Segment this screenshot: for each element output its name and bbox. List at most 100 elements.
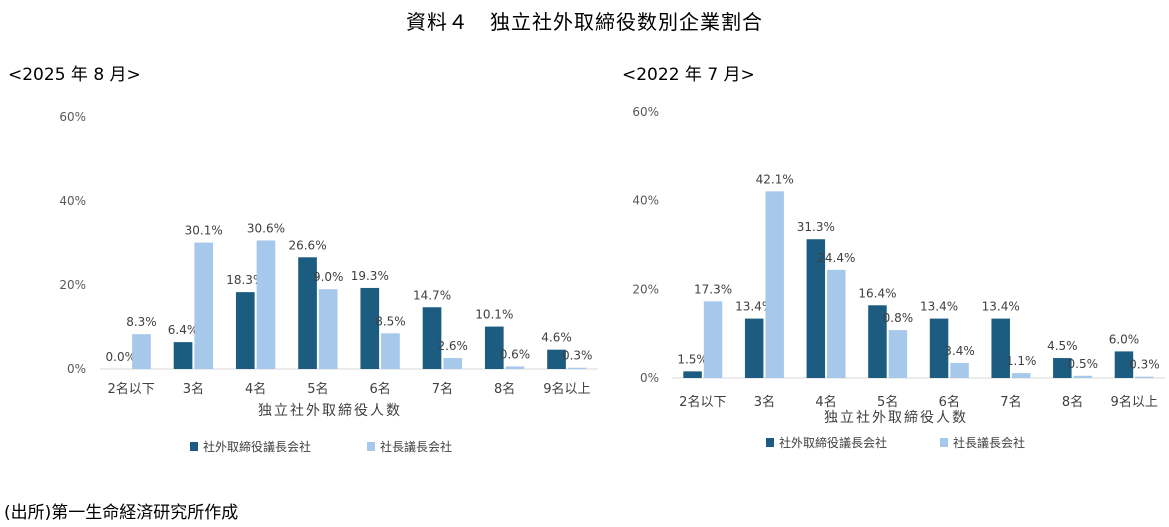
c2025-ytick-label: 60% [59,110,86,124]
c2022-data-label: 6.0% [1109,332,1140,346]
c2025-data-label: 2.6% [437,339,468,353]
c2025-ytick-label: 0% [67,362,86,376]
c2022-category-label: 8名 [1062,394,1083,410]
c2025-category-label: 9名以上 [543,381,590,397]
c2022-category-label: 4名 [815,394,836,410]
c2022-category-label: 6名 [939,394,960,410]
c2022-data-label: 1.5% [677,352,708,366]
c2022-legend-label: 社外取締役議長会社 [779,435,887,450]
c2022-ytick-label: 40% [632,194,659,208]
c2025-bar-president-chair [443,358,463,369]
c2025-category-label: 2名以下 [107,381,154,397]
c2022-data-label: 0.5% [1068,357,1099,371]
c2022-legend-label: 社長議長会社 [953,435,1025,450]
c2025-data-label: 18.3% [226,273,264,287]
c2025-data-label: 8.3% [126,315,157,329]
c2025-legend-label: 社長議長会社 [380,439,452,454]
c2022-bar-president-chair [827,269,846,378]
c2025-data-label: 9.0% [313,270,344,284]
c2022-bar-outside-chair [929,318,949,378]
c2025-legend-label: 社外取締役議長会社 [203,439,311,454]
c2022-ytick-label: 60% [632,105,659,119]
c2025-data-label: 14.7% [413,288,451,302]
c2025-data-label: 26.6% [288,238,326,252]
c2025-bar-outside-chair [422,307,442,369]
c2025-bar-outside-chair [360,287,380,369]
c2025-bar-president-chair [132,334,151,369]
c2022-bar-president-chair [888,330,908,378]
c2022-ytick-label: 20% [632,282,659,296]
c2025-data-label: 6.4% [168,323,199,337]
c2025-category-label: 6名 [369,381,390,397]
c2022-ytick-label: 0% [640,371,659,385]
c2025-legend-swatch [190,442,198,451]
c2022-bar-outside-chair [868,305,887,378]
c2022-data-label: 16.4% [858,286,896,300]
c2025-ytick-label: 40% [59,194,86,208]
c2022-bar-outside-chair [1114,351,1134,378]
c2025-category-label: 4名 [245,381,266,397]
c2022-data-label: 13.4% [982,300,1020,314]
c2022-bar-outside-chair [991,318,1010,378]
c2022-bar-president-chair [765,191,784,378]
c2025-bar-president-chair [381,333,400,369]
c2022-bar-president-chair [950,362,969,378]
c2022-data-label: 42.1% [756,172,794,186]
c2022-bar-president-chair [703,301,723,378]
c2022-data-label: 0.8% [883,311,914,325]
c2025-bar-president-chair [505,366,525,369]
c2022-data-label: 24.4% [817,251,855,265]
c2025-bar-president-chair [256,240,276,369]
c2025-bar-president-chair [194,242,214,369]
c2025-data-label: 19.3% [351,269,389,283]
c2025-data-label: 0.3% [562,349,593,363]
c2022-category-label: 2名以下 [679,394,726,410]
c2022-category-label: 3名 [754,394,775,410]
c2025-ytick-label: 20% [59,278,86,292]
c2025-bar-outside-chair [298,257,317,369]
c2022-data-label: 0.3% [1129,358,1160,372]
c2025-category-label: 3名 [183,381,204,397]
c2025-category-label: 7名 [432,381,453,397]
c2022-data-label: 3.4% [944,344,975,358]
c2025-data-label: 30.6% [247,221,285,235]
c2022-data-label: 13.4% [920,300,958,314]
c2025-bar-outside-chair [547,349,566,369]
c2025-data-label: 8.5% [375,314,406,328]
c2022-legend-swatch [766,438,774,447]
c2022-bar-outside-chair [806,239,826,378]
c2025-x-axis-title: 独立社外取締役人数 [258,402,402,419]
c2022-x-axis-title: 独立社外取締役人数 [824,409,968,426]
c2022-data-label: 1.1% [1006,354,1037,368]
page-title: 資料４ 独立社外取締役数別企業割合 [406,10,763,34]
c2025-data-label: 0.6% [500,347,531,361]
c2022-category-label: 5名 [877,394,898,410]
c2022-category-label: 9名以上 [1111,394,1158,410]
c2025-bar-president-chair [318,289,338,369]
c2025-legend-swatch [367,442,375,451]
c2022-data-label: 4.5% [1047,339,1078,353]
chart-right-subtitle: <2022 年 7 月> [622,65,755,85]
c2025-bar-outside-chair [173,342,193,369]
c2025-data-label: 30.1% [185,224,223,238]
c2025-data-label: 4.6% [541,331,572,345]
c2025-bar-outside-chair [484,326,504,369]
c2025-bar-president-chair [567,367,587,369]
c2022-data-label: 31.3% [797,220,835,234]
c2022-bar-outside-chair [744,318,764,378]
c2022-legend-swatch [940,438,948,447]
c2022-bar-outside-chair [1053,358,1072,378]
c2022-bar-president-chair [1073,375,1093,378]
c2025-data-label: 0.0% [106,350,137,364]
c2025-data-label: 10.1% [475,308,513,322]
c2025-category-label: 8名 [494,381,515,397]
c2022-category-label: 7名 [1000,394,1021,410]
c2022-bar-president-chair [1135,376,1154,378]
c2025-category-label: 5名 [307,381,328,397]
c2022-data-label: 13.4% [735,300,773,314]
c2022-data-label: 17.3% [694,282,732,296]
source-note: (出所)第一生命経済研究所作成 [4,503,239,523]
c2022-bar-outside-chair [683,371,702,378]
